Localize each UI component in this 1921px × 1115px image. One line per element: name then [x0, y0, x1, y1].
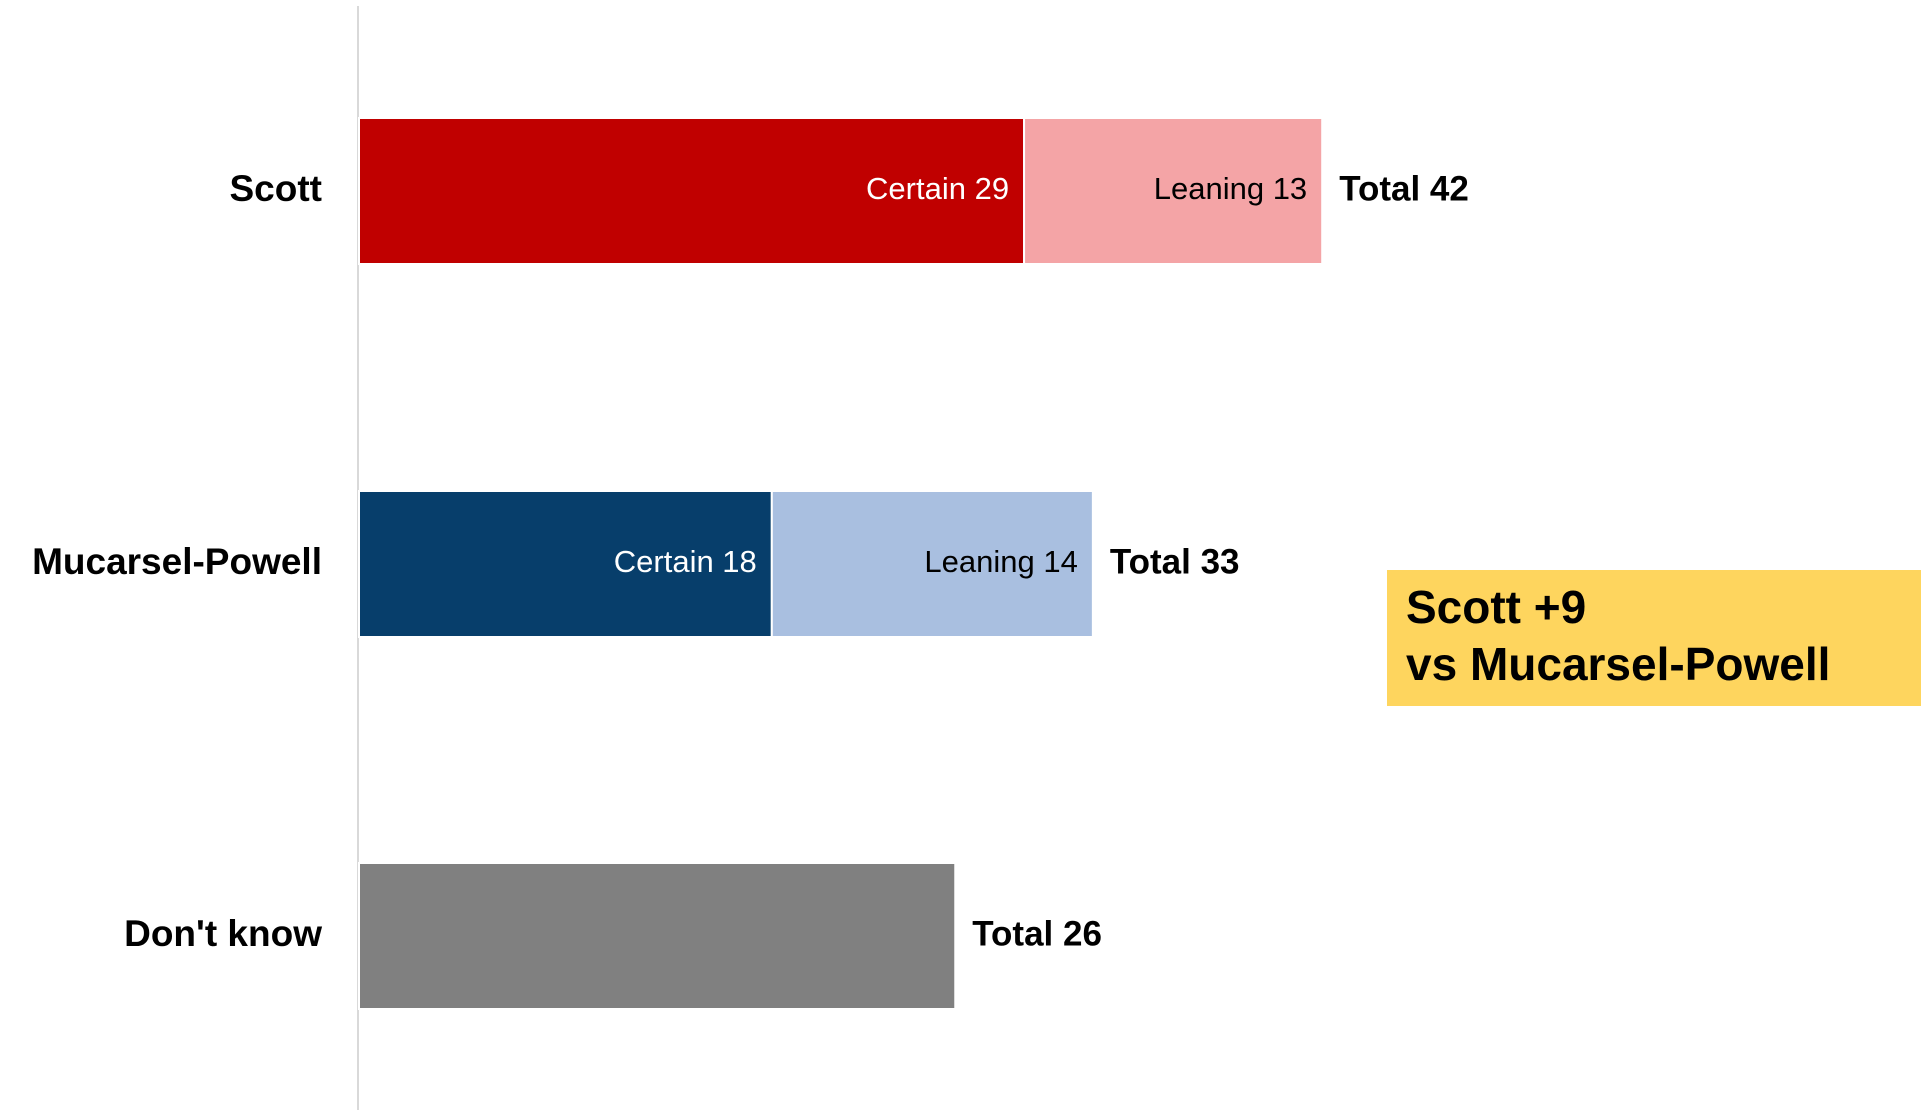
category-label: Mucarsel-Powell	[32, 541, 322, 582]
category-label: Scott	[230, 168, 323, 209]
total-label: Total 42	[1339, 169, 1469, 208]
segment-label: Leaning 14	[924, 544, 1077, 579]
total-label: Total 33	[1110, 542, 1240, 581]
bar-segment	[358, 490, 773, 638]
annotation-text: Scott +9	[1406, 581, 1586, 633]
annotation-text: vs Mucarsel-Powell	[1406, 638, 1830, 690]
segment-label: Certain 18	[614, 544, 757, 579]
segment-label: Certain 29	[866, 171, 1009, 206]
annotation-box	[1387, 570, 1921, 706]
total-label: Total 26	[972, 914, 1102, 953]
bar-segment	[358, 862, 957, 1010]
segment-label: Leaning 13	[1154, 171, 1307, 206]
category-label: Don't know	[124, 913, 322, 954]
bar-segment	[358, 117, 1026, 265]
bar-segment	[770, 490, 1094, 638]
bar-segment	[1023, 117, 1324, 265]
